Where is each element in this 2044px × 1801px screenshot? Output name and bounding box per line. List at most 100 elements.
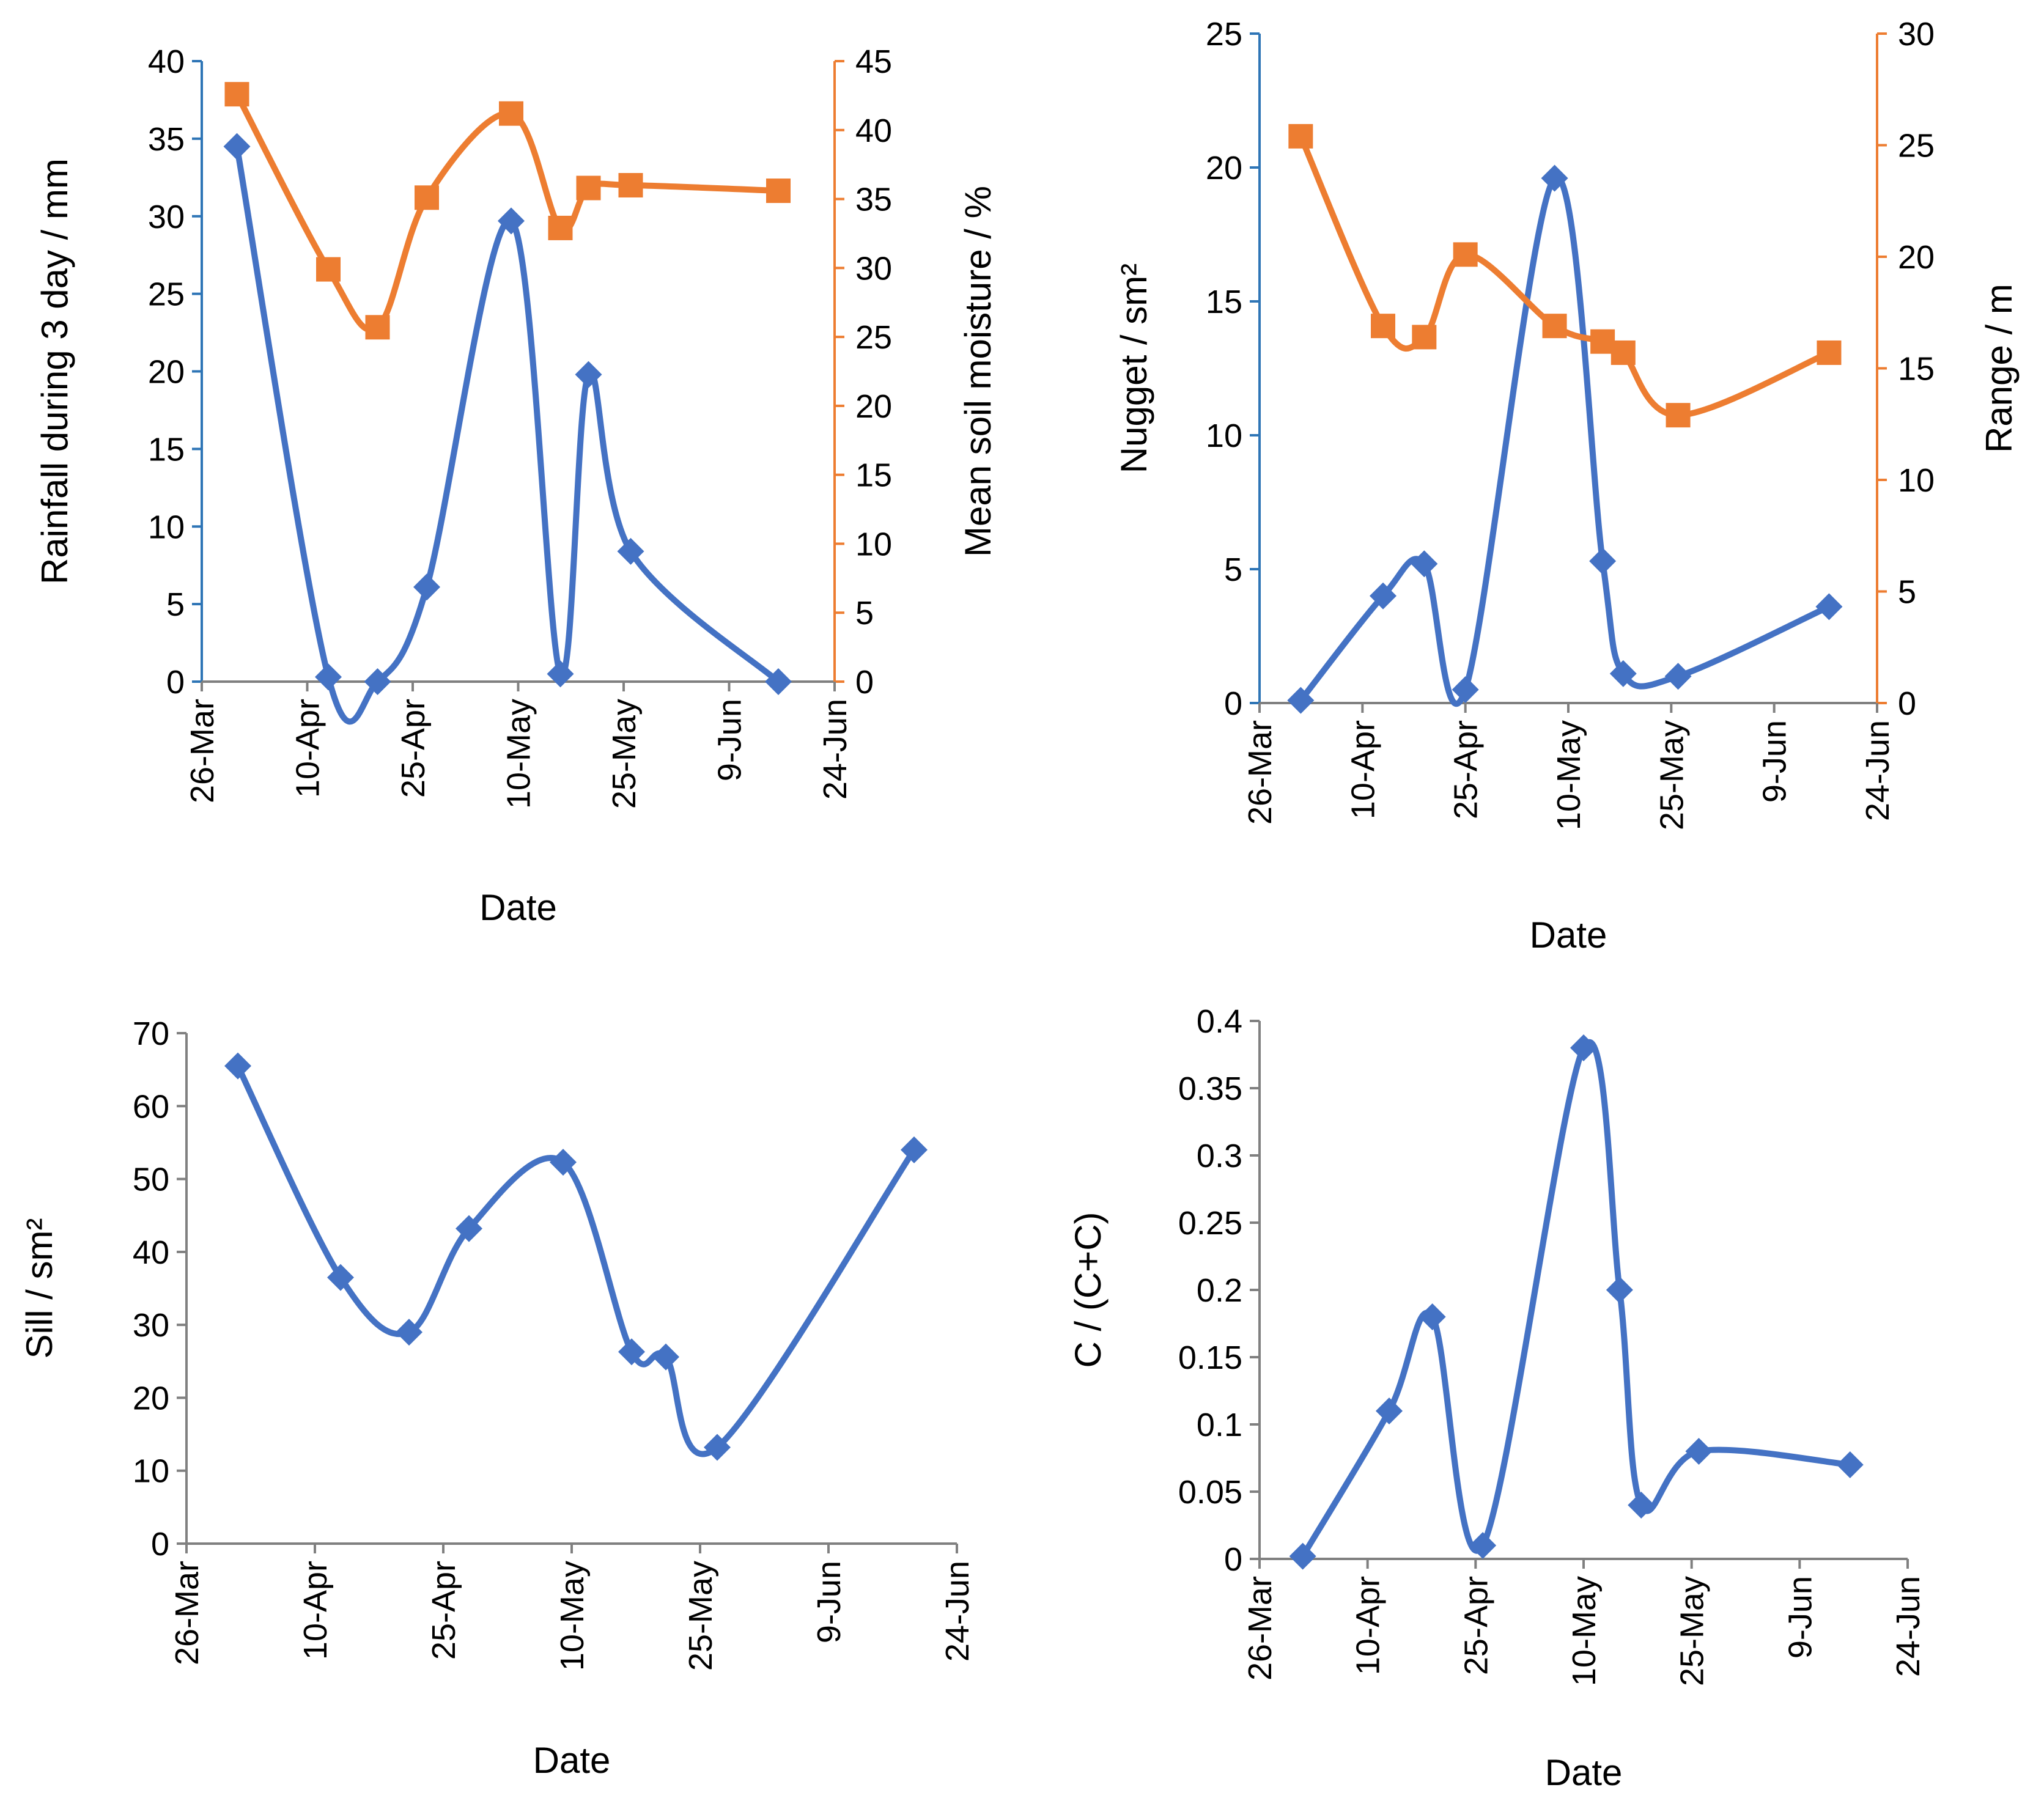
data-point-square [1817,340,1842,365]
y-tick-label: 35 [148,121,185,158]
data-point-square [548,215,573,240]
series-line-blue [234,143,781,725]
y-right-tick-label: 10 [855,526,892,562]
y-right-tick-label: 0 [1898,685,1916,722]
y-right-tick-label: 45 [855,43,892,80]
data-point-diamond [617,537,644,565]
y-right-tick-label: 5 [1898,574,1916,611]
x-tick-label: 26-Mar [169,1561,205,1665]
data-point-diamond [413,573,440,601]
x-tick-label: 25-Apr [1448,720,1485,819]
y-tick-label: 15 [1206,284,1242,320]
y-tick-label: 60 [133,1088,169,1125]
data-point-diamond [1628,1492,1655,1519]
y-tick-label: 40 [148,43,185,80]
x-tick-label: 10-May [1551,720,1587,830]
data-point-diamond [1815,593,1843,621]
data-point-square [576,175,601,201]
x-tick-label: 25-Apr [1458,1576,1494,1675]
y-axis-title: C / (C+C) [1068,1212,1109,1368]
y-right-tick-label: 25 [855,319,892,356]
y-tick-label: 30 [133,1307,169,1344]
y-tick-label: 0.3 [1197,1138,1242,1174]
chart-ratio: 0 0.05 0.1 0.15 0.2 0.25 0.3 0.35 0.4 26-Mar 10-Ap… [1068,1003,1927,1793]
x-tick-label: 10-Apr [1350,1576,1387,1675]
data-point-diamond [547,660,574,688]
y-right-tick-label: 20 [1898,239,1935,276]
y-tick-label: 20 [148,354,185,391]
x-tick-label: 26-Mar [184,699,221,803]
x-tick-label: 9-Jun [1782,1576,1818,1659]
data-point-diamond [1541,164,1568,192]
y-tick-label: 0.25 [1178,1205,1242,1242]
data-point-diamond [1836,1451,1864,1478]
data-point-diamond [364,668,391,695]
data-point-diamond [1287,687,1315,714]
data-point-diamond [1370,582,1396,610]
y-tick-label: 15 [148,431,185,468]
data-point-square [1412,325,1437,350]
y-tick-label: 0.15 [1178,1339,1242,1376]
data-point-diamond [1570,1034,1597,1061]
x-tick-label: 10-May [554,1561,591,1671]
y-right-tick-label: 0 [855,664,874,701]
y-tick-label: 30 [148,199,185,235]
data-point-diamond [1685,1438,1713,1465]
data-point-square [316,257,341,282]
y-tick-label: 0.2 [1197,1272,1242,1309]
data-point-square [365,315,390,340]
data-point-square [1590,329,1615,354]
y-tick-label: 0 [1224,685,1242,722]
y-tick-label: 0.1 [1197,1407,1242,1443]
data-point-diamond [224,1052,251,1080]
data-point-diamond [1609,660,1637,687]
x-tick-label: 25-May [1653,720,1690,830]
y-tick-label: 0.35 [1178,1070,1242,1107]
data-point-square [766,179,791,204]
y-tick-label: 10 [1206,418,1242,454]
x-tick-label: 9-Jun [1757,720,1793,803]
y-tick-label: 50 [133,1162,169,1198]
x-tick-label: 24-Jun [1859,720,1896,821]
y-right-tick-label: 25 [1898,128,1935,164]
data-point-diamond [1411,550,1438,578]
y-right-tick-label: 30 [855,250,892,287]
data-point-square [1542,314,1567,339]
data-point-diamond [456,1215,482,1242]
x-axis-title: Date [1545,1752,1623,1793]
y-tick-label: 10 [133,1453,169,1490]
data-point-diamond [315,663,342,691]
data-point-diamond [1452,676,1479,704]
data-point-diamond [1419,1303,1446,1330]
chart-nugget-range: 0 5 10 15 20 25 0 5 10 15 20 25 30 26-Mar 10-Apr 25-Apr… [1113,16,2020,956]
y-tick-label: 5 [166,586,185,623]
x-tick-label: 9-Jun [712,699,748,781]
data-point-diamond [652,1343,679,1371]
x-tick-label: 24-Jun [939,1561,976,1662]
x-tick-label: 26-Mar [1242,1576,1278,1681]
data-point-diamond [550,1149,577,1176]
data-point-square [224,82,249,107]
data-point-square [499,101,523,126]
y-right-axis-title: Range / m [1979,284,2020,453]
x-tick-label: 25-May [606,699,643,809]
x-tick-label: 25-May [682,1561,719,1671]
x-tick-label: 25-Apr [426,1561,462,1660]
y-right-tick-label: 40 [855,112,892,149]
data-point-diamond [1376,1398,1403,1424]
data-point-square [415,185,439,210]
series-line-blue [1299,1039,1853,1560]
y-right-axis-title: Mean soil moisture / % [957,186,998,557]
y-tick-label: 40 [133,1234,169,1271]
y-right-tick-label: 15 [1898,351,1935,388]
x-tick-label: 10-Apr [1345,720,1381,819]
series-line-blue [1297,174,1832,707]
x-tick-label: 24-Jun [1890,1576,1927,1677]
y-tick-label: 0 [151,1526,169,1563]
x-tick-label: 10-Apr [290,699,327,798]
x-tick-label: 25-May [1674,1576,1711,1686]
data-point-diamond [1469,1532,1497,1559]
x-tick-label: 9-Jun [811,1561,847,1643]
x-axis-title: Date [479,887,557,928]
